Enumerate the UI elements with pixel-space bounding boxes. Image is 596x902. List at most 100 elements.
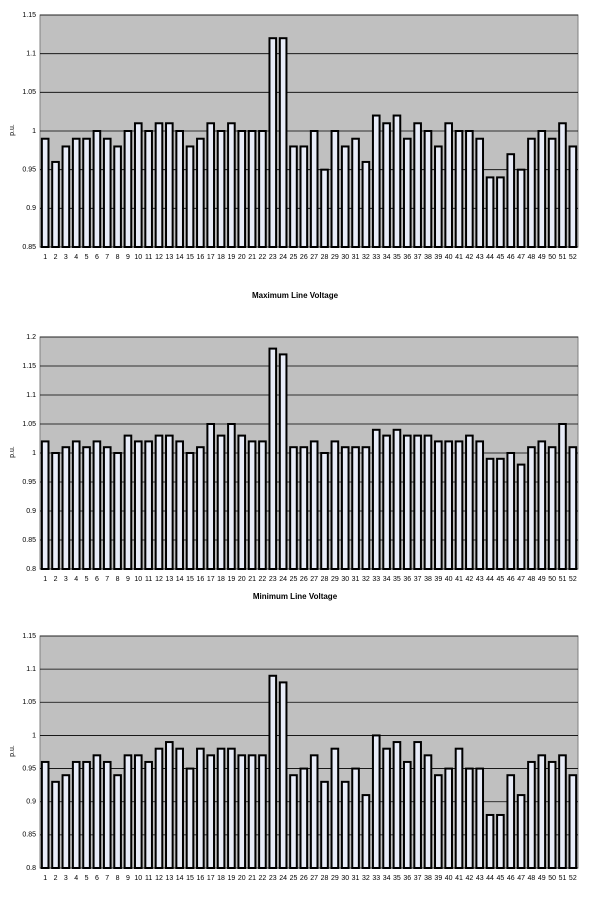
x-tick-label: 51 (559, 254, 567, 261)
x-tick-label: 35 (393, 576, 401, 583)
bar (558, 754, 567, 869)
y-tick-label: 0.8 (26, 865, 36, 872)
bar (568, 446, 578, 571)
x-tick-label: 2 (54, 576, 58, 583)
bar (496, 457, 505, 570)
y-tick-label: 1.1 (26, 666, 36, 673)
x-tick-label: 37 (414, 254, 422, 261)
x-tick-label: 18 (217, 875, 225, 882)
y-tick-label: 1.15 (22, 12, 36, 19)
x-tick-label: 30 (341, 254, 349, 261)
x-tick-label: 10 (134, 254, 142, 261)
x-tick-label: 21 (248, 254, 256, 261)
bar (402, 137, 412, 249)
y-tick-label: 0.95 (22, 765, 36, 772)
bar (465, 767, 474, 869)
x-tick-label: 27 (310, 254, 318, 261)
x-tick-label: 24 (279, 875, 287, 882)
y-tick-label: 1.1 (26, 51, 36, 58)
x-tick-label: 7 (105, 254, 109, 261)
bar (558, 122, 567, 248)
y-axis-label: p.u. (9, 124, 16, 136)
y-tick-label: 0.9 (26, 508, 36, 515)
x-tick-label: 43 (476, 875, 484, 882)
x-tick-label: 10 (134, 576, 142, 583)
bar (320, 452, 329, 570)
x-tick-label: 12 (155, 576, 163, 583)
bar (175, 440, 184, 570)
x-tick-label: 20 (238, 254, 246, 261)
x-tick-label: 44 (486, 875, 494, 882)
bar (278, 681, 288, 870)
bar (392, 428, 402, 570)
bar (51, 452, 60, 570)
x-tick-label: 13 (165, 875, 173, 882)
x-tick-label: 36 (403, 576, 411, 583)
x-tick-label: 40 (445, 254, 453, 261)
bar (444, 122, 453, 248)
bar (247, 130, 257, 248)
y-tick-label: 0.85 (22, 537, 36, 544)
bar (299, 446, 309, 571)
x-tick-label: 3 (64, 875, 68, 882)
x-tick-label: 47 (517, 875, 525, 882)
bar (361, 160, 371, 248)
x-axis-label: Maximum Line Voltage (252, 291, 339, 300)
x-tick-label: 31 (352, 576, 360, 583)
x-tick-label: 14 (176, 576, 184, 583)
bar (113, 452, 122, 570)
bar (299, 767, 309, 869)
x-tick-label: 5 (85, 576, 89, 583)
bar (413, 434, 422, 570)
bar (506, 774, 516, 870)
y-tick-label: 0.85 (22, 832, 36, 839)
bar (351, 137, 360, 249)
x-tick-label: 33 (372, 254, 380, 261)
bar (527, 137, 536, 249)
y-tick-label: 1.05 (22, 421, 36, 428)
x-tick-label: 1 (43, 576, 47, 583)
bar (165, 122, 174, 248)
bar (382, 434, 391, 570)
x-tick-label: 22 (259, 576, 267, 583)
x-tick-label: 36 (403, 875, 411, 882)
x-tick-label: 6 (95, 254, 99, 261)
bar (123, 130, 133, 248)
bar (475, 767, 485, 869)
bar (154, 434, 164, 570)
y-tick-label: 0.95 (22, 167, 36, 174)
bar (547, 137, 557, 249)
x-tick-label: 34 (383, 875, 391, 882)
x-tick-label: 35 (393, 875, 401, 882)
x-tick-label: 33 (372, 875, 380, 882)
bar (154, 747, 164, 870)
x-tick-label: 32 (362, 254, 370, 261)
bar (465, 434, 474, 570)
bar (92, 440, 102, 570)
y-tick-label: 1 (32, 732, 36, 739)
bar (258, 754, 267, 869)
x-tick-label: 26 (300, 576, 308, 583)
x-tick-label: 46 (507, 875, 515, 882)
x-tick-label: 36 (403, 254, 411, 261)
x-tick-label: 45 (497, 875, 505, 882)
x-tick-label: 7 (105, 875, 109, 882)
bar (82, 137, 91, 249)
x-tick-label: 25 (290, 254, 298, 261)
x-tick-label: 19 (228, 576, 236, 583)
bar (444, 767, 453, 869)
bar (278, 37, 288, 249)
bar (206, 423, 216, 570)
bar (371, 428, 381, 570)
x-tick-label: 25 (290, 875, 298, 882)
x-tick-label: 34 (383, 254, 391, 261)
bar (289, 446, 298, 571)
bar (413, 122, 422, 248)
y-tick-label: 1.2 (26, 334, 36, 341)
x-tick-label: 12 (155, 254, 163, 261)
x-tick-label: 38 (424, 254, 432, 261)
x-tick-label: 28 (321, 576, 329, 583)
x-tick-label: 15 (186, 254, 194, 261)
bar (133, 122, 143, 248)
bar (185, 145, 195, 248)
